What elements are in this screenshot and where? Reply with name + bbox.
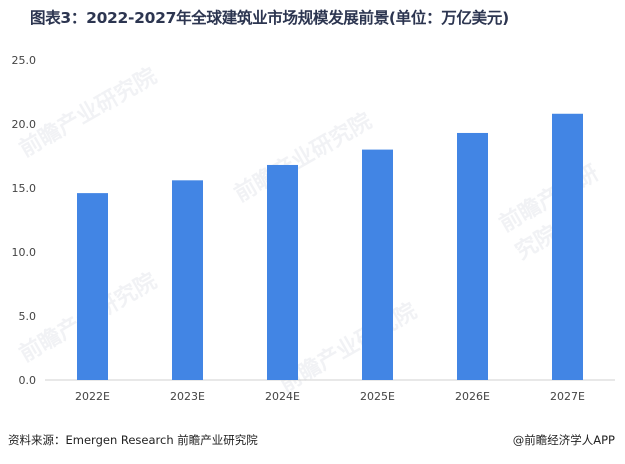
y-tick-label: 25.0 bbox=[12, 54, 37, 67]
y-tick-label: 0.0 bbox=[19, 374, 37, 387]
chart-title: 图表3：2022-2027年全球建筑业市场规模发展前景(单位：万亿美元) bbox=[30, 9, 509, 27]
bar bbox=[77, 193, 108, 380]
source-note: 资料来源：Emergen Research 前瞻产业研究院 bbox=[8, 433, 258, 447]
y-tick-label: 10.0 bbox=[12, 246, 37, 259]
x-tick-label: 2025E bbox=[360, 390, 395, 403]
bar bbox=[172, 180, 203, 380]
y-tick-label: 20.0 bbox=[12, 118, 37, 131]
bar bbox=[267, 164, 298, 380]
x-tick-label: 2023E bbox=[170, 390, 205, 403]
bar bbox=[457, 132, 488, 380]
y-tick-label: 5.0 bbox=[19, 310, 37, 323]
y-tick-label: 15.0 bbox=[12, 182, 37, 195]
brand-label: @前瞻经济学人APP bbox=[512, 433, 615, 447]
x-tick-label: 2022E bbox=[75, 390, 110, 403]
x-tick-label: 2026E bbox=[455, 390, 490, 403]
x-tick-label: 2027E bbox=[550, 390, 585, 403]
bar bbox=[552, 113, 583, 380]
x-tick-label: 2024E bbox=[265, 390, 300, 403]
bar bbox=[362, 149, 393, 380]
